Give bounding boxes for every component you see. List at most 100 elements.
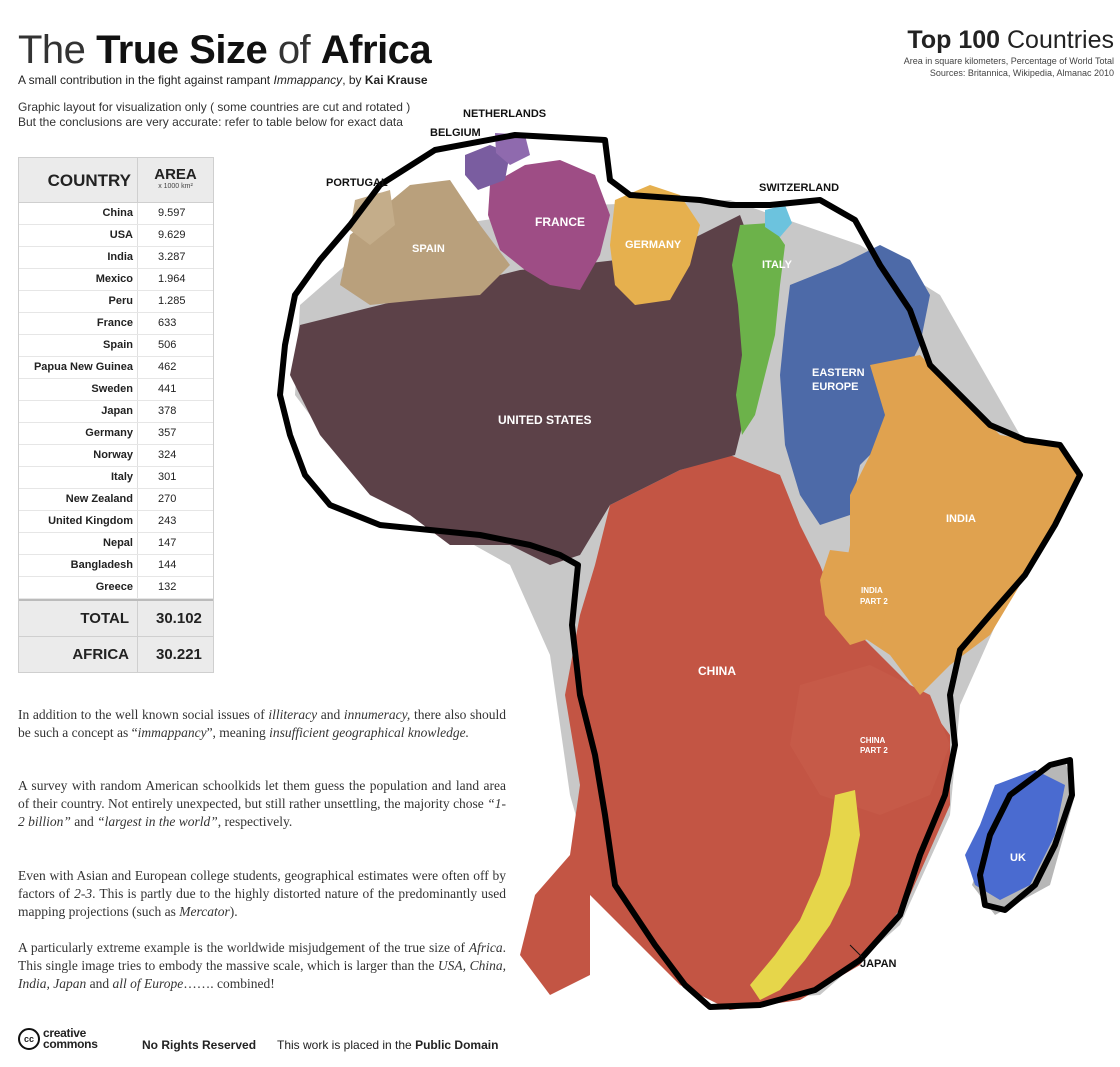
table-cell-country: China	[102, 207, 133, 219]
top100-bold: Top 100	[907, 26, 1001, 54]
top100-line-1: Area in square kilometers, Percentage of…	[903, 56, 1114, 66]
col-area-unit: x 1000 km²	[158, 183, 193, 190]
no-rights-reserved: No Rights Reserved	[142, 1038, 257, 1052]
paragraph-4: A particularly extreme example is the wo…	[18, 940, 506, 991]
table-cell-area: 633	[137, 313, 213, 334]
top100-rest: Countries	[1007, 26, 1114, 54]
table-cell-area: 1.285	[137, 291, 213, 312]
col-country-header: COUNTRY	[47, 171, 131, 190]
layout-note-2: But the conclusions are very accurate: r…	[18, 115, 403, 129]
japan-leader-line	[849, 944, 863, 958]
label-italy: ITALY	[762, 259, 793, 271]
label-uk: UK	[1010, 852, 1026, 864]
public-domain-note: This work is placed in the Public Domain	[277, 1038, 499, 1052]
area-table: COUNTRY AREA x 1000 km² China 9.597 USA 9.6…	[18, 157, 214, 673]
creative-commons-logo: cc creative commons	[18, 1026, 98, 1051]
footer: cc creative commons No Rights Reserved T…	[18, 1026, 518, 1058]
paragraph-2: A survey with random American schoolkids…	[18, 778, 506, 829]
label-united-states: UNITED STATES	[498, 413, 592, 427]
table-cell-country: Bangladesh	[70, 559, 133, 571]
label-eastern-europe-1: EASTERN	[812, 367, 865, 379]
label-netherlands: NETHERLANDS	[463, 108, 546, 120]
table-cell-country: New Zealand	[65, 493, 133, 505]
subtitle: A small contribution in the fight agains…	[18, 73, 428, 87]
table-cell-area: 462	[137, 357, 213, 378]
germany-shape	[610, 185, 700, 305]
table-row: United Kingdom 243	[19, 511, 213, 533]
subtitle-author: Kai Krause	[364, 73, 428, 87]
cc-line-2: commons	[43, 1037, 98, 1051]
label-china-part2-2: PART 2	[860, 746, 888, 755]
cc-icon: cc	[18, 1028, 40, 1050]
label-germany: GERMANY	[625, 239, 682, 251]
table-cell-country: Greece	[95, 581, 133, 593]
paragraph-1: In addition to the well known social iss…	[18, 707, 506, 740]
table-cell-country: Papua New Guinea	[33, 361, 133, 373]
table-row: Germany 357	[19, 423, 213, 445]
table-row: Italy 301	[19, 467, 213, 489]
title-bold-2: Africa	[320, 28, 432, 72]
china-part2-shape	[790, 665, 950, 815]
table-cell-area: 144	[137, 555, 213, 576]
table-cell-area: 378	[137, 401, 213, 422]
title-bold-1: True Size	[96, 28, 268, 72]
table-row: Norway 324	[19, 445, 213, 467]
uk-shape	[965, 770, 1065, 900]
table-row: New Zealand 270	[19, 489, 213, 511]
africa-value: 30.221	[137, 637, 213, 672]
table-row: Spain 506	[19, 335, 213, 357]
table-cell-country: Sweden	[91, 383, 133, 395]
table-cell-area: 1.964	[137, 269, 213, 290]
japan-shape	[750, 790, 860, 1000]
top100-line-2: Sources: Britannica, Wikipedia, Almanac …	[929, 68, 1114, 78]
belgium-shape	[465, 145, 510, 190]
table-cell-area: 506	[137, 335, 213, 356]
table-cell-area: 301	[137, 467, 213, 488]
table-row: Bangladesh 144	[19, 555, 213, 577]
table-cell-area: 9.629	[137, 225, 213, 246]
label-france: FRANCE	[535, 215, 585, 229]
africa-label: AFRICA	[72, 646, 129, 663]
table-cell-country: Italy	[110, 471, 133, 483]
portugal-shape	[350, 190, 395, 245]
cc-line-1: creative	[43, 1026, 86, 1040]
label-japan: JAPAN	[860, 958, 897, 970]
table-cell-country: Nepal	[103, 537, 133, 549]
total-value: 30.102	[137, 601, 213, 636]
france-shape	[488, 160, 610, 290]
layout-note-1: Graphic layout for visualization only ( …	[18, 100, 411, 114]
switzerland-shape	[765, 205, 792, 237]
subtitle-term: Immappancy	[273, 73, 343, 87]
table-row: India 3.287	[19, 247, 213, 269]
table-row: Japan 378	[19, 401, 213, 423]
top100-header: Top 100 Countries Area in square kilomet…	[904, 26, 1114, 79]
table-cell-country: Spain	[103, 339, 133, 351]
top100-title: Top 100 Countries	[904, 26, 1114, 55]
table-cell-area: 147	[137, 533, 213, 554]
col-area-header: AREA x 1000 km²	[137, 158, 213, 202]
table-cell-area: 357	[137, 423, 213, 444]
table-cell-country: Peru	[108, 295, 133, 307]
table-row: China 9.597	[19, 203, 213, 225]
table-cell-country: Norway	[93, 449, 133, 461]
table-row: Peru 1.285	[19, 291, 213, 313]
table-row: Greece 132	[19, 577, 213, 599]
total-row: TOTAL 30.102	[19, 599, 213, 636]
table-cell-country: United Kingdom	[48, 515, 133, 527]
label-india-part2-2: PART 2	[860, 597, 888, 606]
label-portugal: PORTUGAL	[326, 177, 388, 189]
table-cell-area: 324	[137, 445, 213, 466]
total-label: TOTAL	[80, 610, 129, 627]
label-india: INDIA	[946, 513, 976, 525]
label-india-part2-1: INDIA	[861, 586, 883, 595]
table-row: Papua New Guinea 462	[19, 357, 213, 379]
page-title: The True Size of Africa	[18, 28, 432, 72]
table-header: COUNTRY AREA x 1000 km²	[19, 158, 213, 203]
table-cell-area: 270	[137, 489, 213, 510]
label-china-part2-1: CHINA	[860, 736, 886, 745]
netherlands-shape	[495, 133, 530, 165]
table-row: Sweden 441	[19, 379, 213, 401]
title-pre: The	[18, 28, 86, 72]
table-cell-country: France	[96, 317, 133, 329]
col-area-label: AREA	[154, 166, 197, 183]
